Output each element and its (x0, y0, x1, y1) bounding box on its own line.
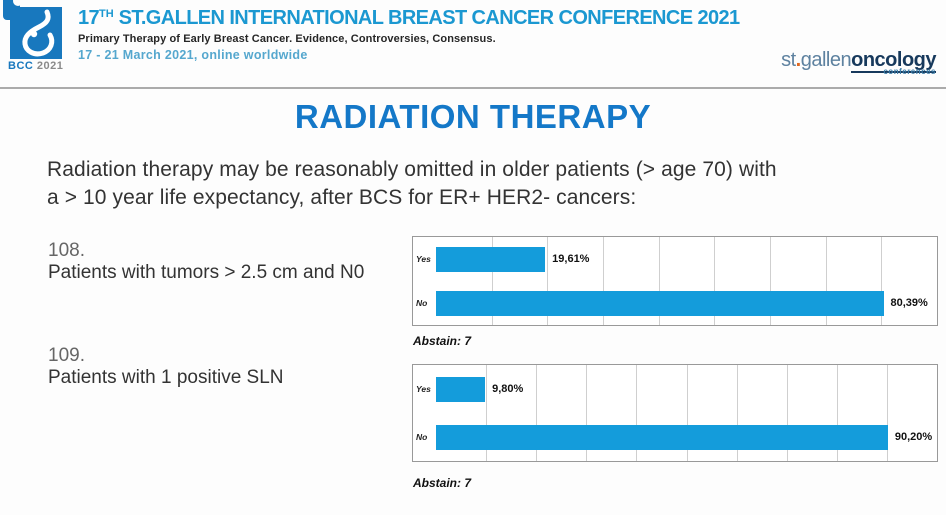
bar-track: 9,80% (436, 376, 937, 402)
gridline (714, 237, 716, 325)
conference-header: 17TH ST.GALLEN INTERNATIONAL BREAST CANC… (78, 7, 740, 62)
chart-plot-area (436, 365, 937, 461)
gridline (736, 365, 738, 461)
bar-no (436, 424, 888, 450)
chart-row-no: No 90,20% (413, 413, 937, 461)
chart-question-109: Yes 9,80% No 90,20% (412, 364, 938, 462)
gridline (770, 237, 771, 325)
conference-title: 17TH ST.GALLEN INTERNATIONAL BREAST CANC… (78, 7, 740, 30)
gridline (586, 365, 588, 461)
bar-track: 80,39% (436, 290, 937, 316)
gridline (636, 365, 638, 461)
header-divider (0, 87, 946, 89)
logo-oncology: oncology (851, 49, 936, 73)
gridline (825, 237, 827, 325)
bar-value-no: 80,39% (890, 297, 928, 309)
question-text: Radiation therapy may be reasonably omit… (47, 156, 907, 212)
bar-label-no: No (416, 298, 428, 308)
question-line-1: Radiation therapy may be reasonably omit… (47, 158, 777, 181)
logo-conferences: conferences (883, 67, 936, 76)
abstain-count-108: Abstain: 7 (413, 334, 472, 348)
bar-track: 19,61% (436, 246, 937, 272)
bar-track: 90,20% (436, 424, 937, 450)
bar-label-yes: Yes (416, 384, 431, 394)
gridline (836, 365, 838, 461)
gridline (547, 237, 549, 325)
bcc-2021-logo (10, 7, 62, 59)
bar-value-yes: 9,80% (492, 383, 524, 395)
bar-label-no: No (416, 432, 428, 442)
logo-dot: . (795, 49, 802, 71)
gridline (603, 237, 604, 325)
bar-label-yes: Yes (416, 254, 431, 264)
gridline (686, 365, 688, 461)
gridline (786, 365, 788, 461)
bar-value-no: 90,20% (894, 431, 933, 443)
conference-subtitle: Primary Therapy of Early Breast Cancer. … (78, 33, 496, 45)
gridline (491, 237, 493, 325)
chart-row-yes: Yes 9,80% (413, 365, 937, 413)
page-title: RADIATION THERAPY (294, 98, 652, 135)
bar-value-yes: 19,61% (552, 253, 590, 265)
conference-title-number: 17 (78, 7, 100, 29)
item-label-109: Patients with 1 positive SLN (48, 367, 284, 388)
breast-drop-icon (22, 9, 55, 57)
bcc-2021-wordmark: BCC 2021 (8, 60, 66, 72)
chart-question-108: Yes 19,61% No 80,39% (412, 236, 938, 326)
item-number-109: 109. (48, 345, 85, 366)
bcc-text: BCC (8, 60, 34, 72)
st-gallen-oncology-wordmark: st.gallenoncology (781, 49, 936, 73)
chart-plot-area (436, 237, 937, 325)
conference-title-ordinal: TH (99, 8, 114, 20)
logo-st: st (781, 49, 796, 71)
gridline (881, 237, 883, 325)
bcc-year: 2021 (36, 60, 64, 72)
abstain-count-109: Abstain: 7 (413, 476, 472, 490)
gridline (536, 365, 538, 461)
conference-title-rest: ST.GALLEN INTERNATIONAL BREAST CANCER CO… (113, 7, 740, 29)
bar-yes (436, 246, 546, 272)
st-gallen-oncology-logo: st.gallenoncology conferences (781, 49, 936, 76)
gridline (886, 365, 888, 461)
question-line-2: a > 10 year life expectancy, after BCS f… (47, 185, 637, 209)
chart-row-yes: Yes 19,61% (413, 237, 937, 281)
item-number-108: 108. (48, 240, 85, 261)
conference-dates: 17 - 21 March 2021, online worldwide (78, 48, 308, 62)
item-label-108: Patients with tumors > 2.5 cm and N0 (48, 262, 365, 283)
bar-yes (436, 376, 486, 402)
bar-no (436, 290, 884, 316)
gridline (486, 365, 488, 461)
logo-gallen: gallen (800, 49, 852, 71)
chart-row-no: No 80,39% (413, 281, 937, 325)
gridline (658, 237, 660, 325)
